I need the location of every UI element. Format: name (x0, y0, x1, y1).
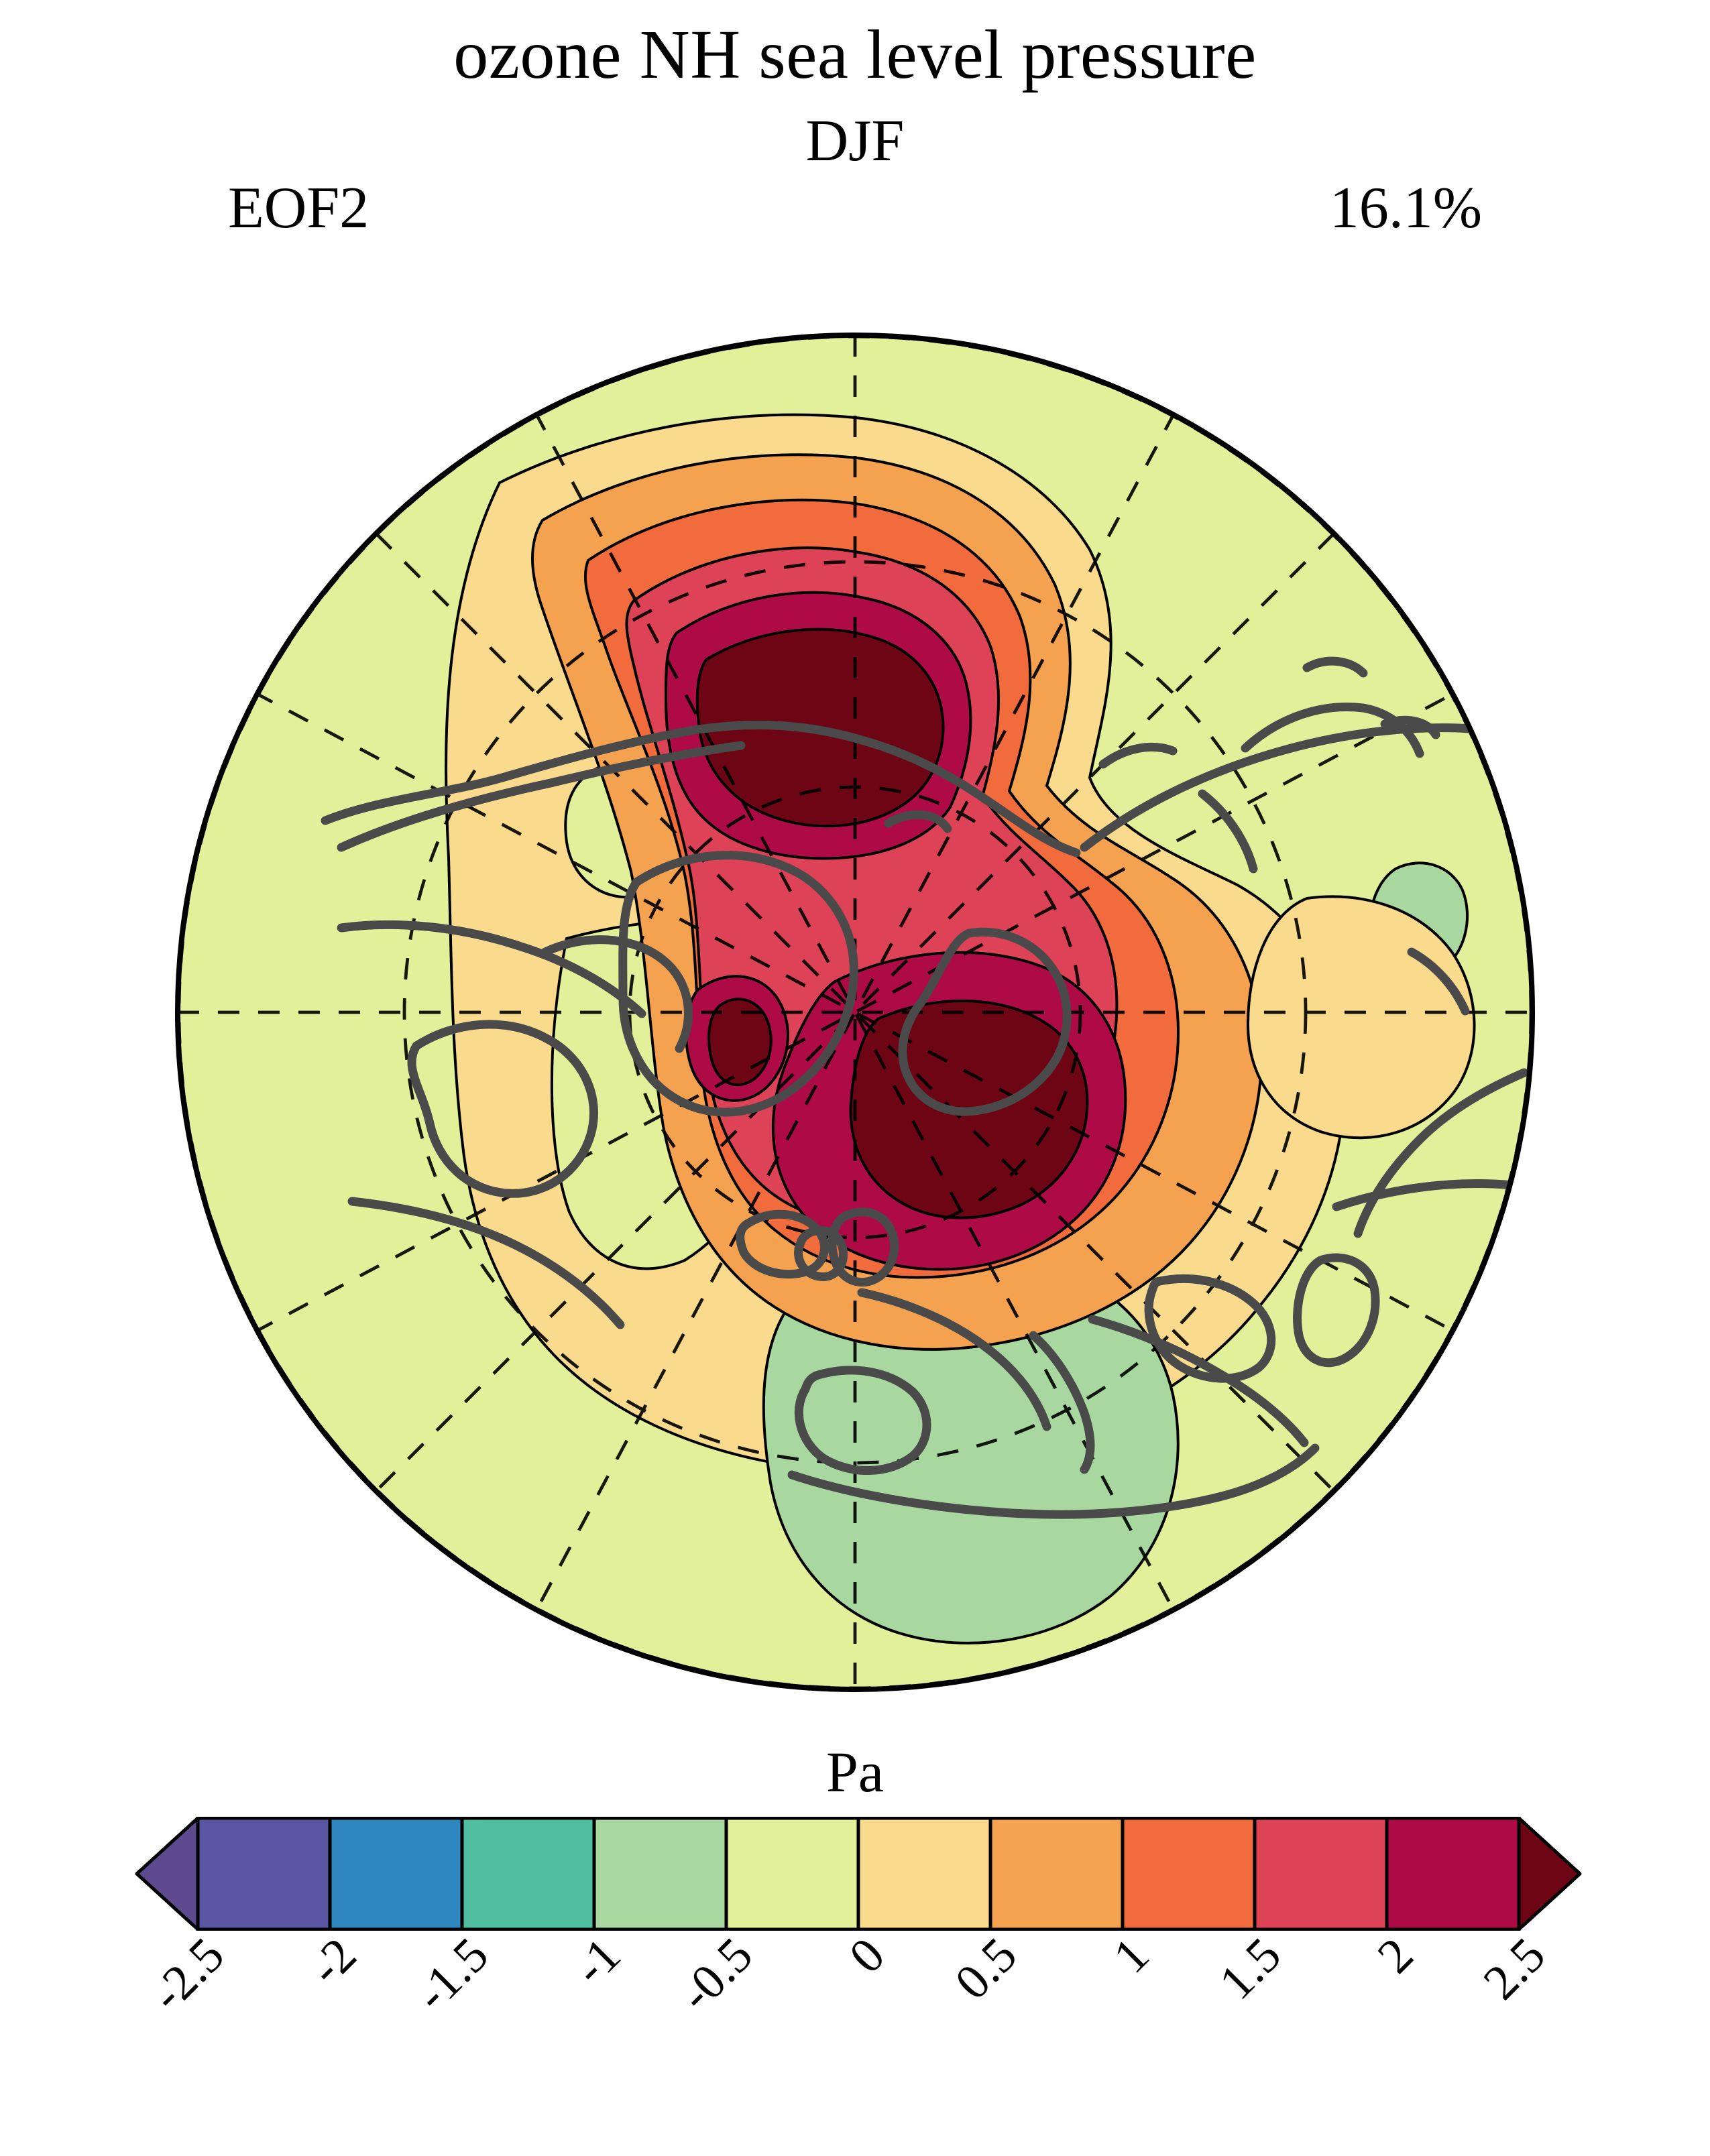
coastline-arctic-island-b (1380, 715, 1440, 739)
figure-root: ozone NH sea level pressure DJF EOF2 16.… (0, 16, 1710, 2092)
coastline-europe-west (857, 1288, 1051, 1431)
contour-band-gt2.5-iceland (707, 998, 773, 1087)
colorbar-cap-high[interactable] (1517, 1817, 1582, 1931)
coastline-balkans-turkey (1088, 1315, 1309, 1447)
map-boundary-circle (175, 333, 1535, 1692)
season-subtitle: DJF (805, 109, 905, 174)
coastline-scandinavia (898, 927, 1072, 1116)
coastline-group (321, 656, 1532, 1519)
colorbar[interactable] (134, 1817, 1583, 1931)
colorbar-cell[interactable] (328, 1817, 464, 1931)
coastline-canada-arctic (337, 920, 646, 1018)
coastline-japan (1407, 947, 1470, 1016)
colorbar-cell[interactable] (988, 1817, 1125, 1931)
meridian-45W-135E (375, 532, 1335, 1492)
parallel-50N (402, 560, 1308, 1465)
colorbar-cell[interactable] (1253, 1817, 1389, 1931)
coastline-kamchatka (1198, 789, 1258, 874)
colorbar-cell[interactable] (1385, 1817, 1521, 1931)
coastline-baffin (540, 935, 693, 1053)
colorbar-cell[interactable] (196, 1817, 332, 1931)
coastline-iberia (794, 1366, 931, 1475)
coastline-east-asia (1353, 1068, 1529, 1238)
parallel-70N (628, 785, 1082, 1240)
coastline-central-asia (1332, 1179, 1518, 1211)
colorbar-cell[interactable] (856, 1817, 992, 1931)
coastline-british-isles (828, 1207, 899, 1287)
coastline-aleutians (337, 741, 746, 852)
colorbar-cap-low[interactable] (135, 1817, 200, 1931)
colorbar-cells[interactable] (135, 1817, 1582, 1931)
polar-map-panel (164, 322, 1546, 1703)
variance-explained-label: 16.1% (1329, 176, 1482, 241)
colorbar-unit-label: Pa (826, 1740, 884, 1804)
colorbar-panel: Pa -2.5 -2 -1.5 -1 -0.5 0 0.5 1 1.5 2 2.5 (0, 1743, 1710, 2092)
eof-mode-label: EOF2 (228, 176, 369, 241)
colorbar-cell[interactable] (1121, 1817, 1257, 1931)
coastline-arctic-island-a (1302, 656, 1368, 678)
coastline-north-america-east (347, 1197, 625, 1329)
coastline-novaya-zemlya (1098, 743, 1178, 769)
colorbar-cell[interactable] (592, 1817, 728, 1931)
coastline-greenland (618, 851, 858, 1117)
coastline-taimyr (1241, 702, 1424, 758)
colorbar-cell[interactable] (724, 1817, 860, 1931)
colorbar-cell[interactable] (460, 1817, 596, 1931)
coastline-black-sea (1144, 1274, 1276, 1383)
page-title: ozone NH sea level pressure (453, 16, 1257, 93)
coastline-italy (1029, 1331, 1095, 1474)
coastline-caspian (1293, 1253, 1380, 1368)
coastline-north-africa (787, 1443, 1320, 1519)
polar-stereographic-map (175, 333, 1535, 1692)
coastline-ireland (794, 1225, 848, 1281)
coastline-svalbard (884, 810, 952, 833)
colorbar-tick-labels: -2.5 -2 -1.5 -1 -0.5 0 0.5 1 1.5 2 2.5 (0, 1927, 1710, 2090)
coastline-alaska-chukotka (321, 720, 1081, 857)
coastline-hudson-bay (407, 1020, 598, 1198)
